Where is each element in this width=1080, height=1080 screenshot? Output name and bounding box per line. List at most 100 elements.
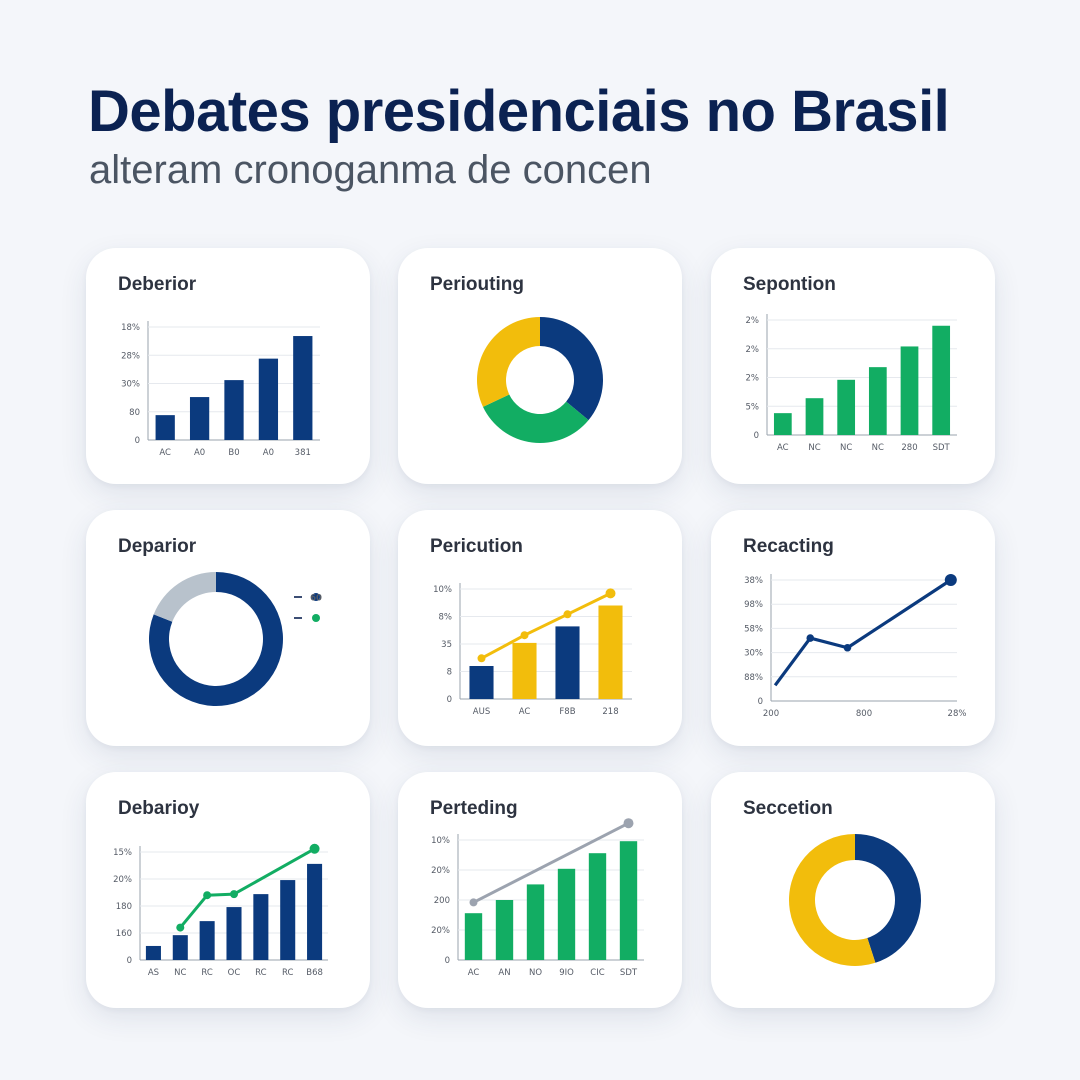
bar — [307, 863, 323, 960]
y-tick-label: 0 — [127, 956, 132, 966]
x-tick-label: CIC — [590, 968, 604, 978]
line-point — [806, 634, 815, 642]
bar — [805, 398, 824, 435]
x-tick-label: 200 — [763, 709, 779, 719]
y-tick-label: 0 — [445, 956, 450, 966]
pie-slice — [855, 834, 921, 963]
line-point — [944, 574, 957, 586]
pie-slice — [482, 394, 589, 443]
page-title: Debates presidenciais no Brasil — [88, 79, 950, 144]
bar — [932, 325, 951, 435]
x-tick-label: NC — [174, 968, 186, 978]
series-line — [472, 821, 630, 904]
line-point — [176, 923, 185, 932]
line-point — [230, 890, 238, 899]
pie-slice — [153, 572, 216, 622]
chart-title: Pericution — [430, 536, 523, 557]
y-tick-label: 2% — [746, 374, 760, 384]
x-tick-label: AC — [468, 968, 480, 978]
chart-title: Deparior — [118, 536, 197, 557]
x-tick-label: B0 — [228, 448, 239, 458]
line-point — [563, 610, 572, 619]
legend-swatch — [312, 593, 320, 601]
y-tick-label: 20% — [431, 926, 450, 936]
x-tick-label: RC — [282, 968, 293, 978]
y-tick-label: 200 — [434, 896, 450, 906]
y-tick-label: 20% — [113, 875, 132, 885]
pie-slice — [149, 572, 283, 706]
x-tick-label: SDT — [620, 968, 638, 978]
chart-card-2: Periouting — [398, 248, 682, 484]
y-tick-label: 8% — [439, 613, 453, 623]
x-tick-label: OC — [228, 968, 241, 978]
x-tick-label: AUS — [473, 707, 490, 717]
line-point — [203, 891, 212, 900]
page-subtitle: alteram cronoganma de concen — [89, 148, 652, 192]
y-tick-label: 18% — [121, 323, 140, 333]
bar — [526, 884, 545, 960]
y-tick-label: 98% — [744, 600, 763, 610]
bar — [588, 853, 607, 960]
chart-card-4: Deparior 60 — [86, 510, 370, 746]
series-line — [773, 578, 952, 687]
y-tick-label: 8 — [447, 668, 452, 678]
y-tick-label: 160 — [116, 929, 132, 939]
x-tick-label: F8B — [559, 707, 575, 717]
chart-plot-4: 60 — [149, 572, 322, 706]
x-tick-label: AS — [148, 968, 159, 978]
line-point — [520, 631, 529, 640]
y-tick-label: 180 — [116, 902, 132, 912]
bar — [868, 367, 887, 435]
y-tick-label: 10% — [433, 585, 452, 595]
bar — [464, 913, 483, 960]
x-tick-label: NC — [872, 443, 884, 453]
y-tick-label: 0 — [447, 695, 452, 705]
line-point — [843, 643, 852, 652]
chart-title: Recacting — [743, 536, 834, 557]
chart-title: Sepontion — [743, 274, 836, 295]
chart-card-8: Perteding 0 20% 200 20% 10% AC AN NO 9IO CIC SDT — [398, 772, 682, 1008]
chart-title: Debarioy — [118, 798, 200, 819]
chart-card-7: Debarioy 0 160 180 20% 15% AS NC RC OC RC RC B68 — [86, 772, 370, 1008]
chart-card-5: Pericution 0 8 35 8% 10% AUS AC F8B 218 — [398, 510, 682, 746]
bar — [189, 397, 210, 440]
x-tick-label: 218 — [602, 707, 618, 717]
line-point — [477, 654, 486, 663]
pie-slice — [540, 317, 603, 421]
y-tick-label: 35 — [441, 640, 452, 650]
y-tick-label: 5% — [746, 402, 760, 412]
chart-plot-2 — [477, 317, 603, 443]
y-tick-label: 0 — [758, 697, 763, 707]
legend-label: 60 — [310, 594, 322, 604]
bar — [512, 642, 537, 699]
y-tick-label: 28% — [121, 351, 140, 361]
bar — [619, 841, 638, 960]
bar — [224, 380, 244, 440]
x-tick-label: 9IO — [559, 968, 574, 978]
chart-title: Deberior — [118, 274, 197, 295]
series-line — [480, 592, 612, 660]
y-tick-label: 88% — [744, 673, 763, 683]
line-point — [469, 898, 478, 907]
bar — [773, 413, 792, 435]
line-point — [309, 843, 320, 854]
bar — [145, 945, 161, 960]
bar — [293, 336, 313, 440]
legend-swatch — [312, 614, 320, 622]
x-tick-label: 280 — [901, 443, 917, 453]
x-tick-label: 800 — [856, 709, 872, 719]
chart-plot-8: 0 20% 200 20% 10% AC AN NO 9IO CIC SDT — [431, 818, 644, 978]
y-tick-label: 15% — [113, 848, 132, 858]
y-tick-label: 30% — [121, 380, 140, 390]
chart-card-6: Recacting 0 88% 30% 58% 98% 38% 200 800 28% — [711, 510, 995, 746]
x-tick-label: NC — [840, 443, 852, 453]
x-tick-label: AC — [519, 707, 531, 717]
pie-slice — [477, 317, 540, 407]
chart-card-1: Deberior 0 80 30% 28% 18% AC A0 B0 A0 381 — [86, 248, 370, 484]
x-tick-label: RC — [201, 968, 212, 978]
chart-plot-6: 0 88% 30% 58% 98% 38% 200 800 28% — [744, 574, 966, 719]
bar — [253, 894, 269, 960]
x-tick-label: AN — [498, 968, 510, 978]
bar — [598, 605, 623, 699]
chart-title: Periouting — [430, 274, 524, 295]
